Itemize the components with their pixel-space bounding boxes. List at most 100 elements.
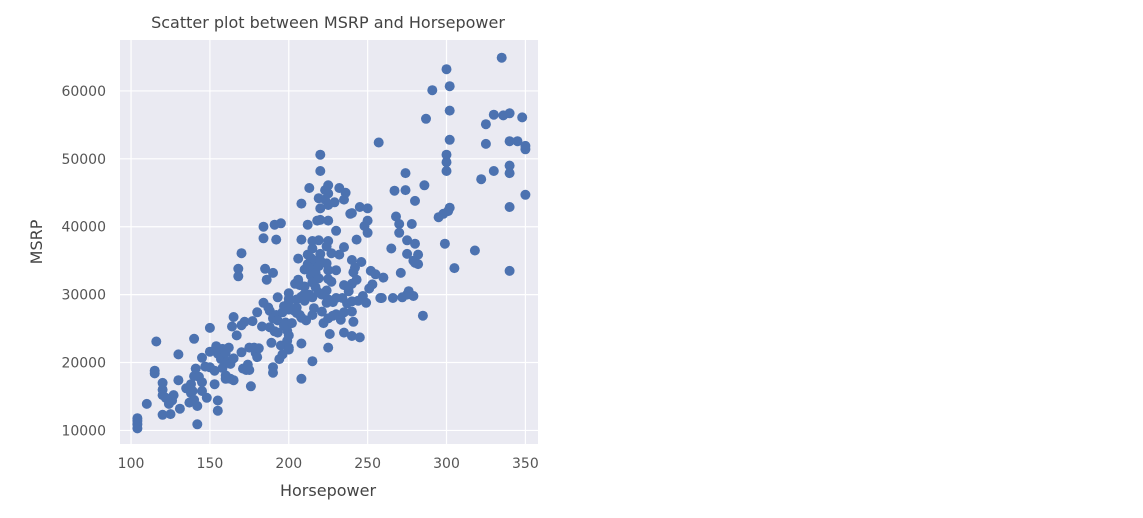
data-point (348, 316, 359, 327)
data-point (315, 203, 326, 214)
data-point (257, 321, 267, 332)
data-point (362, 227, 373, 238)
data-point (354, 332, 365, 343)
data-point (339, 307, 349, 318)
data-point (488, 109, 499, 120)
data-point (149, 368, 160, 379)
data-point (334, 249, 345, 260)
data-point (362, 215, 373, 226)
data-point (271, 234, 282, 245)
data-point (378, 272, 389, 283)
data-point (157, 409, 168, 420)
data-point (190, 363, 201, 374)
data-point (258, 233, 269, 244)
data-point (408, 291, 419, 301)
data-point (441, 149, 452, 160)
data-point (488, 166, 499, 176)
data-point (275, 218, 286, 229)
data-point (268, 267, 278, 278)
y-tick-label: 60000 (61, 84, 106, 100)
x-tick-label: 250 (354, 456, 381, 472)
data-point (441, 64, 452, 75)
data-point (476, 174, 487, 185)
data-point (520, 189, 531, 200)
data-point (444, 134, 455, 145)
data-point (212, 395, 223, 406)
data-point (209, 365, 220, 376)
x-axis-label: Horsepower (280, 481, 376, 500)
data-point (339, 327, 349, 338)
data-point (373, 137, 384, 148)
data-point (402, 235, 413, 246)
data-point (258, 221, 269, 232)
data-point (272, 327, 283, 338)
data-point (174, 403, 185, 414)
data-point (192, 419, 203, 430)
data-point (413, 259, 424, 270)
data-point (449, 263, 460, 274)
data-point (410, 238, 420, 249)
data-point (376, 293, 387, 303)
data-point (209, 379, 220, 390)
data-point (370, 269, 381, 280)
data-point (309, 303, 319, 314)
data-point (504, 160, 515, 171)
x-tick-label: 350 (512, 456, 539, 472)
data-point (480, 138, 491, 149)
data-point (441, 166, 452, 176)
data-point (261, 274, 272, 285)
y-tick-label: 50000 (61, 152, 106, 168)
data-point (252, 352, 263, 363)
x-tick-label: 100 (118, 456, 145, 472)
data-point (307, 356, 318, 367)
x-tick-label: 150 (197, 456, 224, 472)
y-tick-label: 30000 (61, 288, 106, 304)
data-point (512, 136, 523, 147)
data-point (329, 197, 340, 208)
data-point (293, 253, 304, 264)
data-point (351, 234, 362, 245)
data-point (291, 302, 302, 313)
data-point (326, 276, 337, 287)
data-point (151, 336, 162, 347)
data-point (496, 52, 507, 63)
chart-title: Scatter plot between MSRP and Horsepower (151, 13, 505, 32)
data-point (354, 202, 365, 212)
data-point (444, 105, 455, 116)
data-point (321, 285, 332, 296)
data-point (260, 263, 271, 274)
data-point (326, 248, 337, 259)
data-point (296, 373, 307, 384)
data-point (402, 248, 413, 259)
data-point (419, 180, 430, 191)
data-point (504, 108, 515, 119)
data-point (444, 202, 455, 213)
data-point (395, 267, 406, 278)
data-point (228, 375, 239, 386)
grid-lines (120, 40, 538, 444)
data-point (228, 312, 239, 322)
data-point (504, 265, 515, 276)
x-tick-label: 200 (275, 456, 302, 472)
data-point (266, 337, 277, 348)
x-tick-labels: 100 150 200 250 300 350 (118, 456, 539, 472)
data-point (394, 227, 405, 238)
data-point (346, 255, 357, 265)
data-point (346, 208, 357, 219)
data-point (351, 274, 362, 285)
data-point (504, 168, 515, 179)
data-point (356, 257, 367, 267)
data-point (386, 243, 397, 254)
data-point (252, 307, 263, 318)
data-point (391, 211, 401, 222)
data-point (427, 85, 438, 96)
y-tick-label: 40000 (61, 220, 106, 236)
data-point (444, 81, 455, 92)
data-point (233, 263, 244, 274)
data-point (304, 183, 315, 193)
data-point (323, 188, 334, 199)
data-point (520, 144, 531, 155)
data-point (441, 157, 452, 168)
data-point (189, 333, 200, 344)
data-point (187, 386, 198, 396)
